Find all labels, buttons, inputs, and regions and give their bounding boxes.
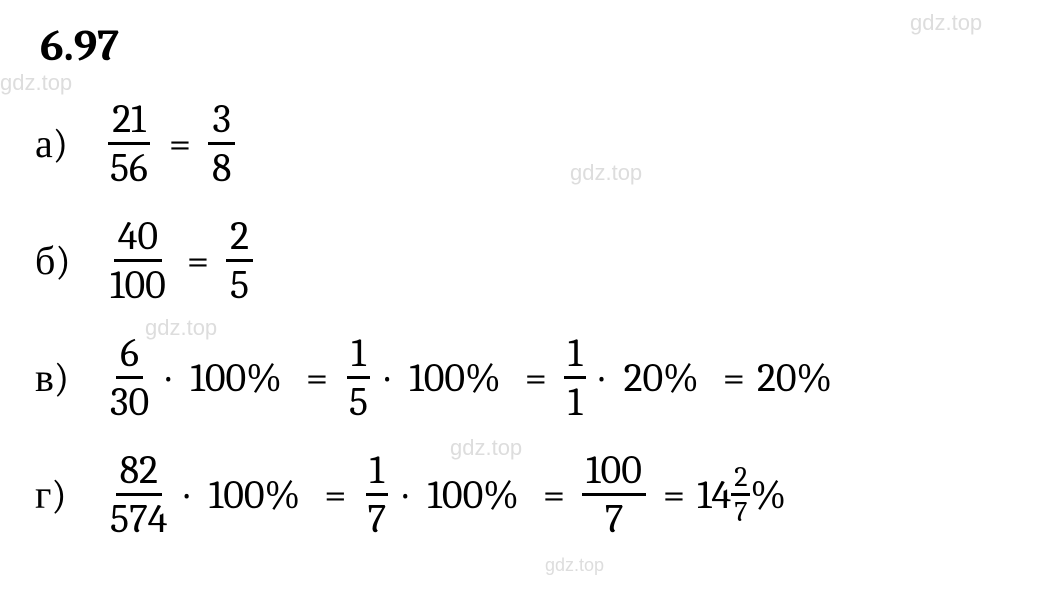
pct-d-2: 100% [427,472,518,518]
eq-d-3: = [663,472,685,518]
frac-d-2-den: 7 [363,496,390,539]
frac-d-1-den: 574 [106,496,171,539]
eq-c-1: = [306,355,328,401]
frac-a-1: 21 56 [106,99,152,188]
frac-a-1-num: 21 [108,99,149,145]
eq-c-3: = [723,355,745,401]
line-c: в) 6 30 · 100% = 1 5 · 100% = 1 1 · 20% … [35,333,1021,422]
frac-d-1: 82 574 [106,450,171,539]
pct-d-1: 100% [209,472,300,518]
frac-d-3: 100 7 [582,450,646,539]
frac-d-3-den: 7 [601,496,628,539]
pct-c-1: 100% [190,355,281,401]
mixed-d-int: 14 [697,472,731,518]
watermark-upper-mid: gdz.top [145,315,217,341]
mixed-d-num: 2 [731,463,750,496]
frac-d-3-num: 100 [582,450,646,496]
frac-d-2: 1 7 [363,450,390,539]
frac-b-2-den: 5 [226,262,253,305]
pct-c-2: 100% [409,355,500,401]
eq-b-1: = [187,238,209,284]
eq-a-1: = [169,121,191,167]
frac-b-1-den: 100 [106,262,170,305]
mixed-d-frac: 2 7 [731,463,750,526]
eq-c-2: = [525,355,547,401]
pct-suffix-d: % [750,472,786,518]
frac-c-3-den: 1 [564,379,586,422]
frac-c-3-num: 1 [564,333,586,379]
dot-d-2: · [403,472,407,518]
dot-c-2: · [385,355,389,401]
label-b: б) [35,237,83,284]
frac-c-3: 1 1 [564,333,586,422]
frac-c-2: 1 5 [345,333,372,422]
frac-c-1: 6 30 [106,333,153,422]
frac-b-2: 2 5 [226,216,253,305]
dot-c-3: · [599,355,603,401]
frac-d-1-num: 82 [116,450,162,496]
frac-d-2-num: 1 [366,450,388,496]
frac-a-2: 3 8 [208,99,235,188]
frac-a-1-den: 56 [106,145,152,188]
problem-number: 6.97 [40,20,1021,71]
pct-c-3: 20% [624,355,699,401]
dot-c-1: · [166,355,170,401]
line-d: г) 82 574 · 100% = 1 7 · 100% = 100 7 = … [35,450,1021,539]
watermark-top-right: gdz.top [910,10,982,36]
frac-c-1-den: 30 [106,379,153,422]
line-b: б) 40 100 = 2 5 [35,216,1021,305]
dot-d-1: · [184,472,188,518]
frac-b-2-num: 2 [226,216,253,262]
watermark-bottom: gdz.top [545,555,604,576]
eq-d-2: = [543,472,565,518]
watermark-left-upper: gdz.top [0,70,72,96]
label-a: а) [35,120,83,167]
watermark-center-upper: gdz.top [570,160,642,186]
frac-c-2-num: 1 [347,333,369,379]
frac-b-1-num: 40 [114,216,162,262]
result-c: 20% [757,355,832,401]
frac-b-1: 40 100 [106,216,170,305]
label-d: г) [35,471,83,518]
frac-a-2-num: 3 [208,99,234,145]
mixed-d-den: 7 [731,496,750,526]
label-c: в) [35,354,83,401]
line-a: а) 21 56 = 3 8 [35,99,1021,188]
frac-a-2-den: 8 [208,145,235,188]
frac-c-2-den: 5 [345,379,372,422]
eq-d-1: = [324,472,346,518]
mixed-d: 14 2 7 [697,463,750,526]
frac-c-1-num: 6 [116,333,143,379]
watermark-center-lower: gdz.top [450,435,522,461]
